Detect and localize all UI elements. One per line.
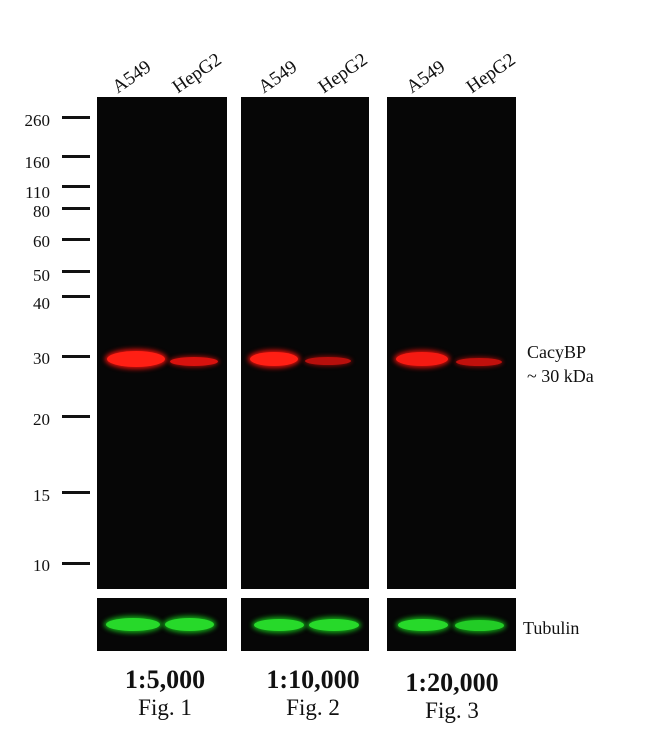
marker-10: 10 — [33, 556, 50, 575]
marker-tick — [62, 270, 90, 273]
marker-tick — [62, 562, 90, 565]
marker-80: 80 — [33, 202, 50, 221]
lane-label-hepg2-1: HepG2 — [168, 49, 226, 98]
marker-260: 260 — [24, 111, 51, 130]
tubulin-blot-panel-1 — [97, 598, 227, 651]
figure-label: Fig. 2 — [286, 694, 340, 720]
lane-label-a549-3: A549 — [402, 56, 450, 98]
marker-110: 110 — [25, 183, 50, 202]
target-label: CacyBP ~ 30 kDa — [527, 340, 594, 389]
marker-40: 40 — [33, 294, 50, 313]
figure-label: Fig. 3 — [425, 697, 479, 723]
lane-label-hepg2-3: HepG2 — [462, 49, 520, 98]
marker-15: 15 — [33, 486, 50, 505]
lane-label-a549-2: A549 — [254, 56, 302, 98]
caption-panel-2: 1:10,000 Fig. 2 — [238, 665, 388, 721]
marker-tick — [62, 116, 90, 119]
lane-label-hepg2-2: HepG2 — [314, 49, 372, 98]
marker-30: 30 — [33, 349, 50, 368]
caption-panel-3: 1:20,000 Fig. 3 — [377, 668, 527, 724]
marker-tick — [62, 238, 90, 241]
target-size: ~ 30 kDa — [527, 366, 594, 387]
dilution-label: 1:10,000 — [266, 665, 360, 694]
tubulin-band — [398, 619, 448, 631]
dilution-label: 1:20,000 — [405, 668, 499, 697]
lane-label-a549-1: A549 — [108, 56, 156, 98]
cacybp-band — [170, 357, 218, 366]
figure-label: Fig. 1 — [138, 694, 192, 720]
marker-tick — [62, 415, 90, 418]
marker-50: 50 — [33, 266, 50, 285]
marker-tick — [62, 185, 90, 188]
tubulin-band — [165, 618, 214, 631]
marker-tick — [62, 155, 90, 158]
marker-tick — [62, 355, 90, 358]
marker-tick — [62, 295, 90, 298]
tubulin-label: Tubulin — [523, 618, 580, 638]
dilution-label: 1:5,000 — [124, 665, 206, 694]
marker-tick — [62, 491, 90, 494]
caption-panel-1: 1:5,000 Fig. 1 — [90, 665, 240, 721]
cacybp-band — [396, 352, 448, 366]
tubulin-blot-panel-3 — [387, 598, 516, 651]
cacybp-band — [250, 352, 298, 366]
tubulin-band — [309, 619, 359, 631]
tubulin-band — [455, 620, 504, 631]
marker-tick — [62, 207, 90, 210]
main-blot-panel-1 — [97, 97, 227, 589]
cacybp-band — [456, 358, 502, 366]
target-name: CacyBP — [527, 342, 587, 362]
cacybp-band — [107, 351, 165, 367]
main-blot-panel-2 — [241, 97, 369, 589]
tubulin-blot-panel-2 — [241, 598, 369, 651]
marker-60: 60 — [33, 232, 50, 251]
main-blot-panel-3 — [387, 97, 516, 589]
tubulin-band — [254, 619, 304, 631]
marker-20: 20 — [33, 410, 50, 429]
marker-160: 160 — [24, 153, 51, 172]
cacybp-band — [305, 357, 351, 365]
tubulin-band — [106, 618, 160, 631]
